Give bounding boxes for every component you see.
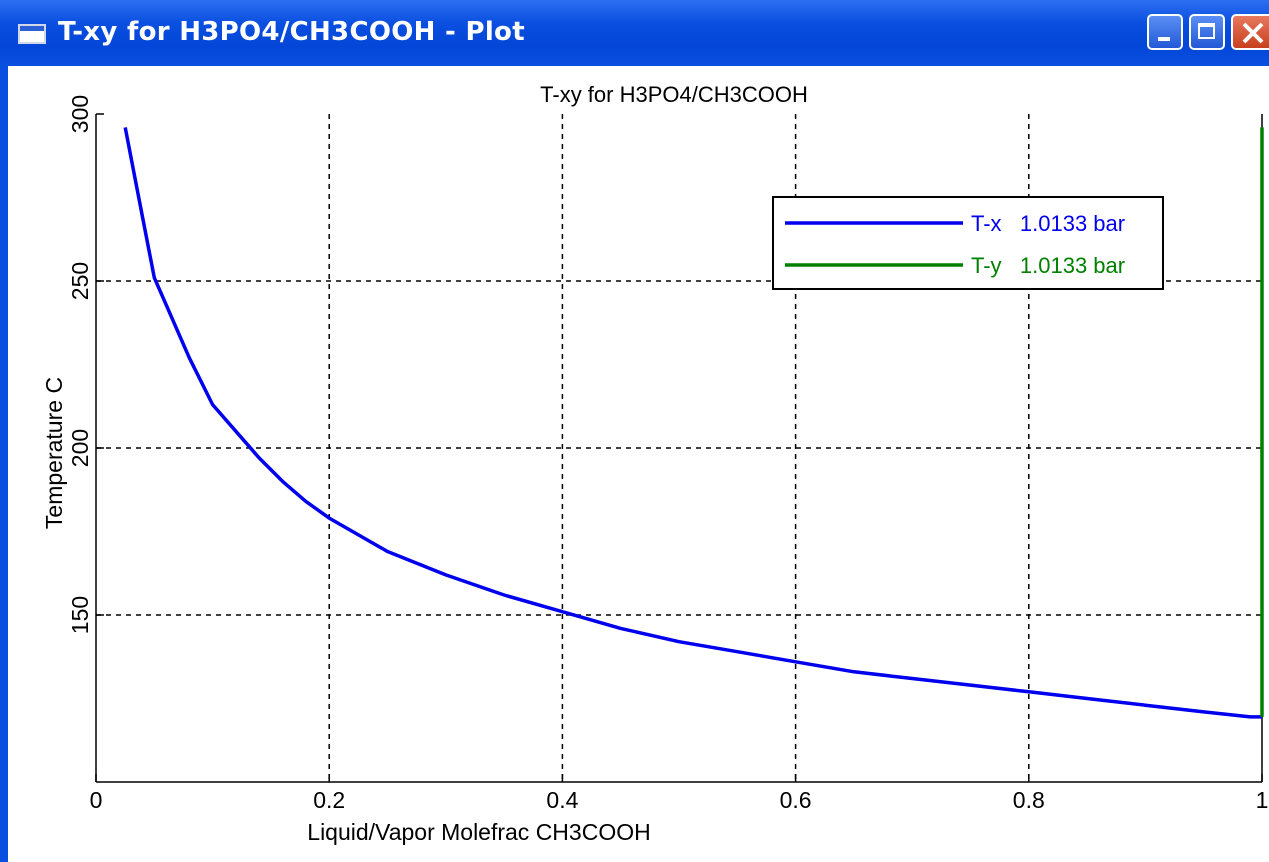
series-line-1 [123, 127, 1262, 719]
maximize-button[interactable] [1189, 14, 1225, 50]
x-tick-label: 0.2 [313, 787, 345, 813]
y-tick-label: 300 [67, 95, 93, 133]
x-axis-label: Liquid/Vapor Molefrac CH3COOH [307, 819, 650, 845]
legend-entry: T-y 1.0133 bar [971, 253, 1125, 278]
window-frame [0, 66, 8, 862]
y-tick-label: 150 [67, 596, 93, 634]
legend-entry: T-x 1.0133 bar [971, 211, 1125, 236]
x-tick-label: 0.4 [546, 787, 578, 813]
x-tick-label: 0.8 [1013, 787, 1045, 813]
y-tick-label: 250 [67, 262, 93, 300]
legend-box [772, 196, 1164, 290]
y-axis-label: Temperature C [41, 377, 67, 529]
x-tick-label: 0.6 [780, 787, 812, 813]
minimize-button[interactable] [1147, 14, 1183, 50]
y-tick-label: 200 [67, 429, 93, 467]
window-icon[interactable] [18, 24, 46, 44]
x-tick-label: 0 [90, 787, 103, 813]
x-tick-label: 1 [1256, 787, 1269, 813]
close-button[interactable] [1231, 14, 1269, 50]
close-icon [1242, 22, 1264, 44]
title-bar[interactable]: T-xy for H3PO4/CH3COOH - Plot [0, 0, 1269, 66]
window-title: T-xy for H3PO4/CH3COOH - Plot [58, 17, 525, 47]
chart-title: T-xy for H3PO4/CH3COOH [540, 82, 808, 107]
